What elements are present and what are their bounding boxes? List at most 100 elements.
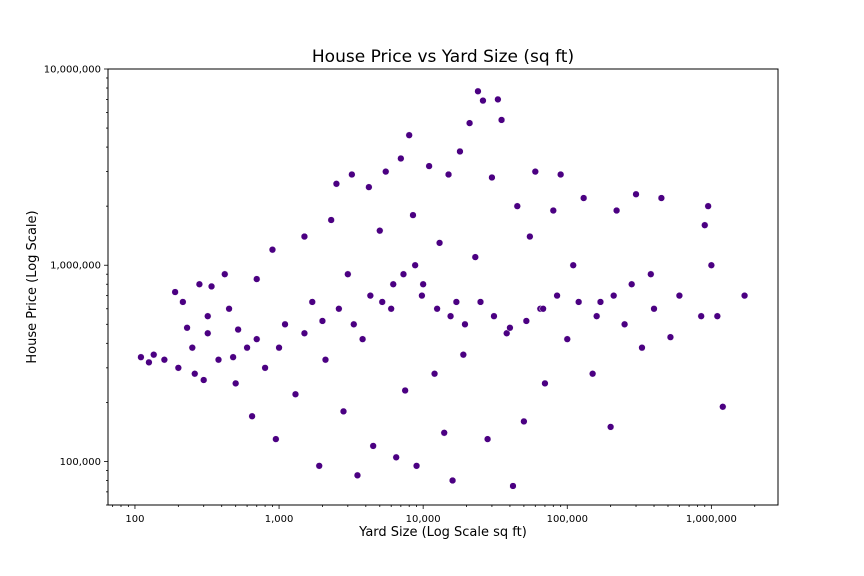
data-point bbox=[606, 423, 615, 431]
data-point bbox=[195, 280, 204, 288]
data-point bbox=[335, 305, 343, 313]
data-point bbox=[308, 298, 316, 306]
data-point bbox=[232, 379, 240, 388]
data-point bbox=[332, 180, 341, 188]
data-point bbox=[638, 344, 646, 352]
data-point bbox=[188, 344, 196, 352]
data-point bbox=[409, 211, 417, 219]
data-point bbox=[490, 312, 498, 320]
data-point bbox=[647, 270, 655, 278]
data-point bbox=[397, 154, 405, 163]
data-point bbox=[522, 317, 530, 325]
data-point bbox=[204, 312, 212, 320]
data-point bbox=[419, 280, 427, 288]
data-point bbox=[300, 329, 309, 337]
data-point bbox=[553, 291, 561, 300]
data-point bbox=[401, 386, 409, 395]
data-point bbox=[435, 239, 444, 247]
x-tick-label: 100,000 bbox=[547, 514, 588, 525]
data-point bbox=[520, 417, 528, 426]
data-point bbox=[234, 325, 242, 334]
data-point bbox=[171, 288, 179, 296]
chart-title: House Price vs Yard Size (sq ft) bbox=[312, 47, 574, 67]
data-point bbox=[378, 298, 386, 306]
data-point bbox=[344, 270, 352, 278]
data-point bbox=[318, 317, 327, 325]
data-point bbox=[179, 298, 187, 306]
y-tick-label: 10,000,000 bbox=[44, 65, 101, 76]
data-point bbox=[392, 453, 400, 461]
data-point bbox=[339, 407, 348, 416]
data-point bbox=[183, 324, 191, 332]
data-point bbox=[569, 261, 577, 269]
data-point bbox=[628, 280, 636, 288]
data-point bbox=[204, 329, 212, 337]
x-tick-label: 1,000,000 bbox=[686, 514, 737, 525]
data-point bbox=[321, 356, 330, 364]
data-point bbox=[358, 335, 367, 343]
data-point bbox=[387, 305, 395, 313]
data-point bbox=[610, 291, 618, 300]
data-point bbox=[557, 170, 565, 179]
data-point bbox=[348, 170, 356, 179]
data-point bbox=[369, 442, 377, 450]
data-point bbox=[620, 320, 629, 328]
data-point bbox=[541, 379, 549, 388]
data-point bbox=[483, 435, 492, 443]
y-tick-label: 100,000 bbox=[60, 457, 101, 468]
data-point bbox=[137, 353, 145, 361]
data-point bbox=[666, 333, 675, 341]
data-point bbox=[539, 305, 547, 313]
data-point bbox=[479, 96, 487, 105]
x-tick-label: 100 bbox=[125, 514, 144, 525]
data-point bbox=[225, 305, 233, 313]
data-point bbox=[509, 482, 517, 490]
data-point bbox=[704, 202, 712, 210]
y-axis-label: House Price (Log Scale) bbox=[25, 210, 40, 363]
data-point bbox=[675, 291, 684, 300]
data-point bbox=[174, 364, 182, 372]
data-point bbox=[444, 170, 453, 179]
data-point bbox=[513, 202, 521, 210]
data-point bbox=[272, 435, 280, 443]
data-point bbox=[713, 312, 721, 320]
data-point bbox=[376, 227, 384, 235]
data-point bbox=[275, 344, 283, 352]
data-point bbox=[207, 282, 216, 291]
data-point bbox=[707, 261, 716, 269]
data-point bbox=[474, 87, 482, 95]
data-point bbox=[701, 221, 709, 229]
y-axis-ticks: 100,000 1,000,000 10,000,000 bbox=[44, 65, 108, 506]
data-point bbox=[150, 351, 158, 359]
data-point bbox=[281, 320, 289, 328]
data-point bbox=[465, 119, 474, 127]
data-point bbox=[412, 462, 421, 470]
data-point bbox=[575, 298, 583, 306]
data-point bbox=[719, 403, 727, 411]
data-point bbox=[399, 270, 408, 278]
data-point bbox=[229, 353, 237, 361]
data-point bbox=[452, 298, 461, 306]
data-point bbox=[214, 356, 223, 364]
data-point bbox=[506, 324, 514, 332]
data-point bbox=[440, 429, 448, 437]
data-point bbox=[612, 206, 621, 215]
data-point bbox=[430, 370, 439, 378]
data-point bbox=[253, 335, 261, 343]
data-point bbox=[448, 476, 457, 485]
data-point bbox=[191, 370, 199, 378]
data-point bbox=[411, 261, 419, 269]
data-point bbox=[476, 298, 485, 306]
data-point bbox=[497, 116, 506, 124]
data-point bbox=[650, 305, 658, 313]
data-point bbox=[300, 232, 309, 241]
data-point bbox=[248, 412, 256, 420]
data-point bbox=[353, 471, 362, 479]
data-point bbox=[268, 246, 277, 254]
data-point bbox=[593, 312, 601, 320]
data-point bbox=[459, 351, 467, 359]
data-point bbox=[418, 291, 426, 300]
data-point bbox=[433, 305, 441, 313]
data-point bbox=[526, 232, 534, 241]
